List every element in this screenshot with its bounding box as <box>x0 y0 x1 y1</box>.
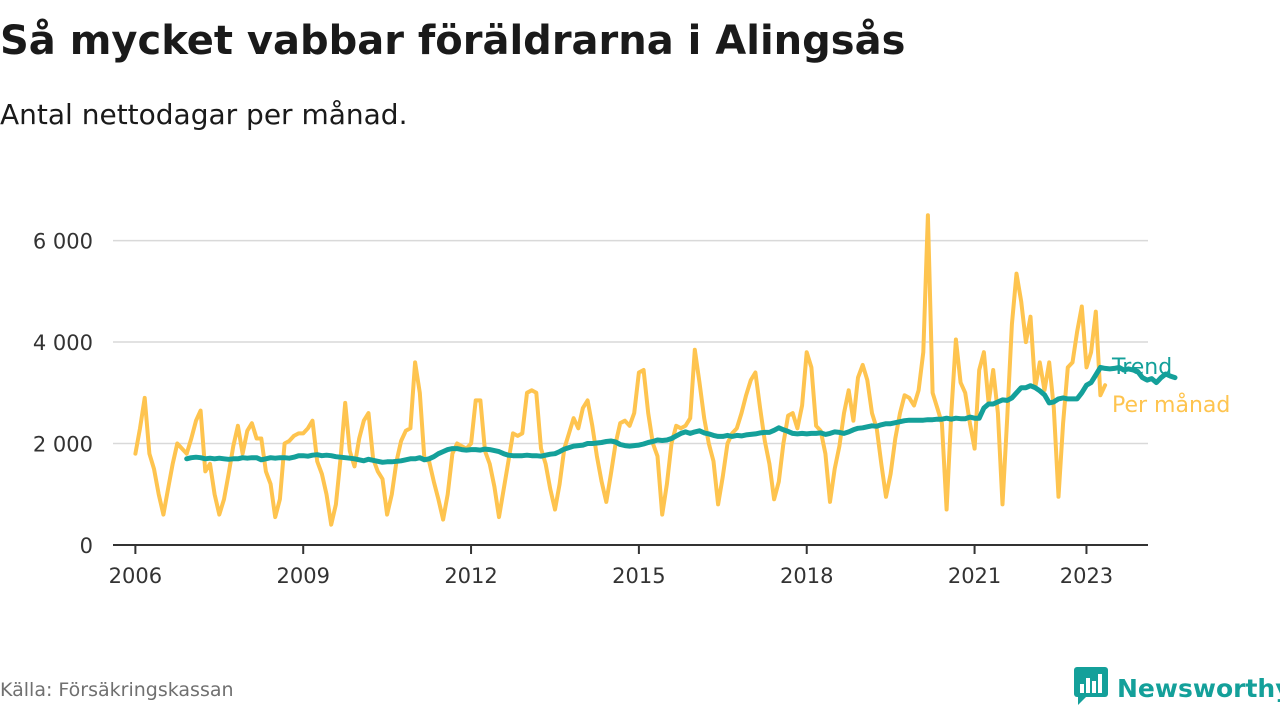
grid-lines <box>113 239 1148 445</box>
chart-subtitle: Antal nettodagar per månad. <box>0 98 408 131</box>
trend-line <box>184 364 1178 465</box>
y-tick-label: 0 <box>80 534 93 558</box>
y-tick-label: 6 000 <box>33 230 93 254</box>
per-month-label: Per månad <box>1112 392 1230 418</box>
x-tick-label: 2012 <box>444 564 497 588</box>
x-tick-label: 2006 <box>109 564 162 588</box>
y-tick-label: 2 000 <box>33 433 93 457</box>
x-tick-label: 2018 <box>780 564 833 588</box>
brand[interactable]: Newsworthy <box>1073 666 1280 710</box>
x-tick-label: 2023 <box>1060 564 1113 588</box>
chart-title: Så mycket vabbar föräldrarna i Alingsås <box>0 18 906 64</box>
x-tick-label: 2015 <box>612 564 665 588</box>
x-tick-label: 2021 <box>948 564 1001 588</box>
bar-chart-speech-bubble-icon <box>1073 666 1109 710</box>
per-month-line <box>133 213 1108 527</box>
series-labels: Per månad Trend <box>1111 355 1230 418</box>
trend-label: Trend <box>1111 355 1172 380</box>
axes: 0 2 000 4 000 6 000 2006 2009 2012 2015 2018 2021… <box>33 230 1148 588</box>
x-tick-label: 2009 <box>276 564 329 588</box>
series-lines <box>133 213 1178 527</box>
brand-name: Newsworthy <box>1117 673 1280 703</box>
y-tick-label: 4 000 <box>33 331 93 355</box>
source-note: Källa: Försäkringskassan <box>0 679 234 701</box>
